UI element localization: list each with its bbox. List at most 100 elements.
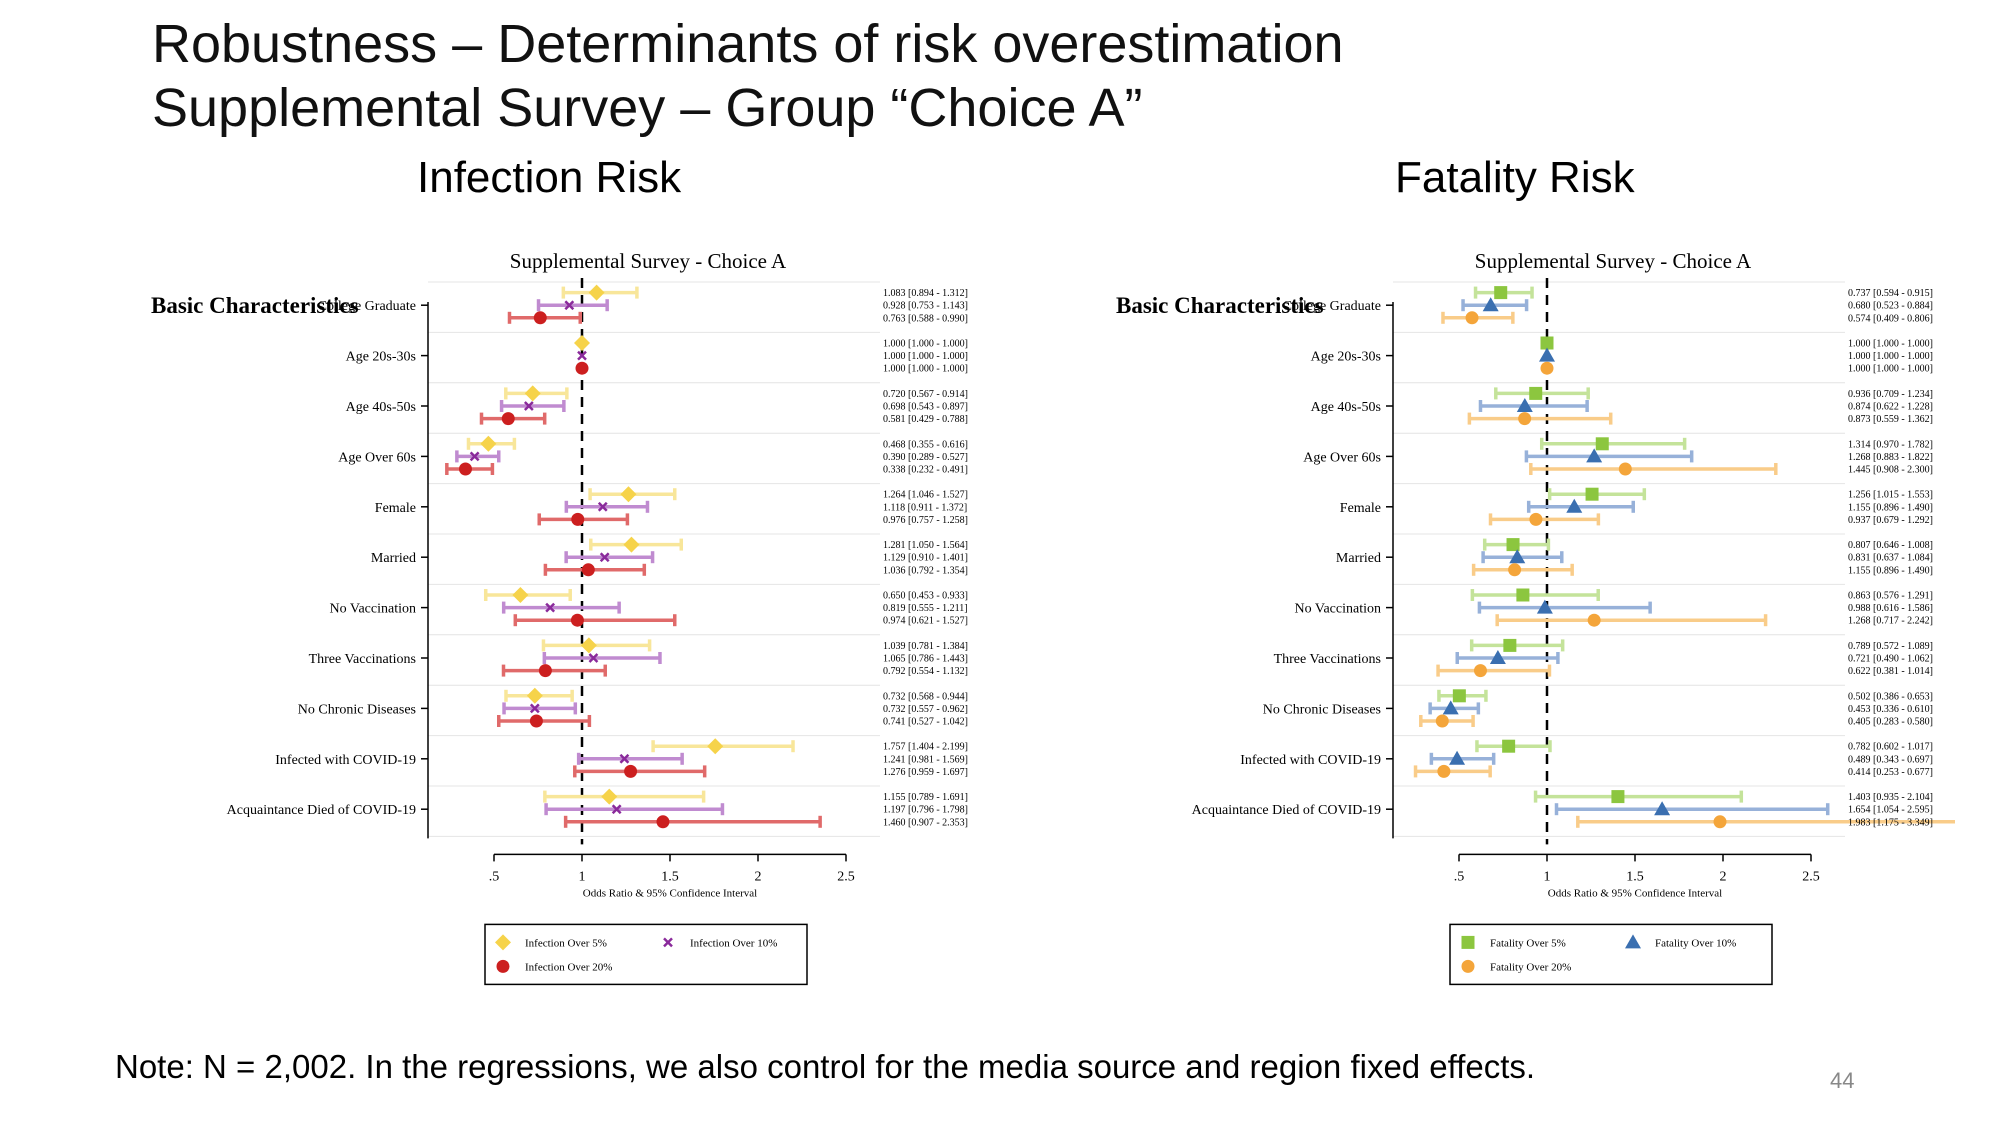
data-point [571,512,585,526]
fatality-risk-heading: Fatality Risk [1395,153,1635,202]
data-label: 0.976 [0.757 - 1.258] [883,515,968,526]
legend: Fatality Over 5% Fatality Over 10% Fatalit… [1449,923,1773,986]
ci-bar [1554,803,1830,816]
ci-bar [497,715,592,727]
data-point [1506,538,1520,552]
data-point [1509,549,1526,564]
data-label: 1.155 [0.896 - 1.490] [1848,502,1933,513]
data-label: 1.083 [0.894 - 1.312] [883,288,968,299]
data-label: 0.721 [0.490 - 1.062] [1848,654,1933,665]
chart-title: Supplemental Survey - Choice A [1475,249,1752,273]
y-tick-label-college-graduate: College Graduate [318,299,416,314]
data-label: 1.654 [1.054 - 2.595] [1848,805,1933,816]
data-point [523,401,534,411]
data-label: 1.000 [1.000 - 1.000] [1848,339,1933,350]
ci-bar [1495,614,1768,627]
data-point [580,637,597,654]
data-point [1518,412,1532,426]
data-label: 0.831 [0.637 - 1.084] [1848,553,1933,564]
row-gridlines [1393,281,1845,837]
ci-bar [1470,589,1600,601]
ci-bar [1436,664,1552,677]
data-point [1611,790,1625,804]
y-tick-label-acquaintance-died-of-covid-19: Acquaintance Died of COVID-19 [227,803,416,818]
data-point [529,703,540,714]
series-infection-over-10: 0.928 [0.753 - 1.143] 1.000 [1.000 - 1.00… [455,299,968,816]
data-label: 1.268 [0.883 - 1.822] [1848,452,1933,463]
data-point [1536,599,1553,614]
footnote: Note: N = 2,002. In the regressions, we … [115,1048,1536,1085]
data-point [577,350,587,361]
data-label: 1.281 [1.050 - 1.564] [883,540,968,551]
x-axis: .5 1 1.5 2 2.5 [489,853,855,884]
series-fatality-over-10: 0.680 [0.523 - 0.884] 1.000 [1.000 - 1.00… [1428,297,1933,816]
data-label: 0.741 [0.527 - 1.042] [883,717,968,728]
legend-item-fatality-over-20: Fatality Over 20% [1461,959,1571,973]
x-tick-label: .5 [1454,869,1465,884]
data-label: 1.000 [1.000 - 1.000] [1848,351,1933,362]
ci-bar [542,652,662,664]
data-label: 1.118 [0.911 - 1.372] [883,502,967,513]
legend-item-infection-over-10: Infection Over 10% [663,937,777,949]
data-point [1529,512,1543,526]
data-point [1508,563,1522,577]
y-tick-label-age-20s-30s: Age 20s-30s [346,350,416,365]
data-point [656,815,670,829]
x-tick-label: .5 [489,869,500,884]
data-label: 0.720 [0.567 - 0.914] [883,389,968,400]
ci-bar [1477,601,1652,614]
data-label: 1.036 [0.792 - 1.354] [883,565,968,576]
legend-box [484,923,808,986]
page-number: 44 [1830,1068,1855,1093]
data-point [1516,398,1533,412]
legend-marker [1461,959,1475,973]
ci-bar [1526,500,1635,513]
data-label: 0.489 [0.343 - 0.697] [1848,754,1933,765]
data-label: 0.732 [0.568 - 0.944] [883,691,968,702]
x-axis: .5 1 1.5 2 2.5 [1454,853,1820,884]
data-point [526,687,543,704]
fatality-risk-chart: Supplemental Survey - Choice A Basic Char… [1116,249,1955,986]
data-label: 1.268 [0.717 - 2.242] [1848,616,1933,627]
data-label: 0.863 [0.576 - 1.291] [1848,591,1933,602]
y-tick-label-no-vaccination: No Vaccination [330,602,416,617]
y-tick-label-age-over-60s: Age Over 60s [1303,450,1381,465]
data-point [1654,801,1671,816]
ci-bar [1469,639,1565,652]
ci-bar [1429,752,1496,765]
legend-box [1449,923,1773,986]
ci-bar [455,450,501,463]
data-label: 1.197 [0.796 - 1.798] [883,805,968,816]
legend-label: Fatality Over 20% [1490,961,1571,973]
data-label: 0.936 [0.709 - 1.234] [1848,389,1933,400]
series-infection-over-20: 0.763 [0.588 - 0.990] 1.000 [1.000 - 1.00… [445,311,968,829]
data-point [512,587,529,603]
ci-bar [502,702,578,715]
data-label: 1.000 [1.000 - 1.000] [883,339,968,350]
data-point [1489,650,1506,664]
slide-title-line-1: Robustness – Determinants of risk overes… [152,14,1344,74]
ci-bar [1481,551,1564,564]
x-tick-label: 1 [1544,869,1551,884]
data-label: 0.453 [0.336 - 0.610] [1848,704,1933,715]
y-tick-label-female: Female [1340,501,1381,516]
x-tick-label: 1 [579,869,586,884]
data-label: 1.000 [1.000 - 1.000] [883,351,968,362]
data-point [597,501,608,512]
data-label: 0.574 [0.409 - 0.806] [1848,313,1933,324]
ci-bar [543,790,706,803]
x-tick-label: 1.5 [1626,869,1644,884]
ci-bar [499,400,566,412]
data-label: 1.000 [1.000 - 1.000] [1848,364,1933,375]
data-label: 1.256 [1.015 - 1.553] [1848,490,1933,501]
data-label: 1.403 [0.935 - 2.104] [1848,792,1933,803]
ci-bar [563,815,822,828]
data-label: 0.405 [0.283 - 0.580] [1848,717,1933,728]
legend-label: Infection Over 5% [525,937,607,949]
data-label: 0.338 [0.232 - 0.491] [883,465,968,476]
data-point [601,788,618,805]
data-point [480,435,497,452]
data-point [1566,498,1583,513]
data-point [575,361,589,375]
x-tick-label: 2 [1720,869,1727,884]
